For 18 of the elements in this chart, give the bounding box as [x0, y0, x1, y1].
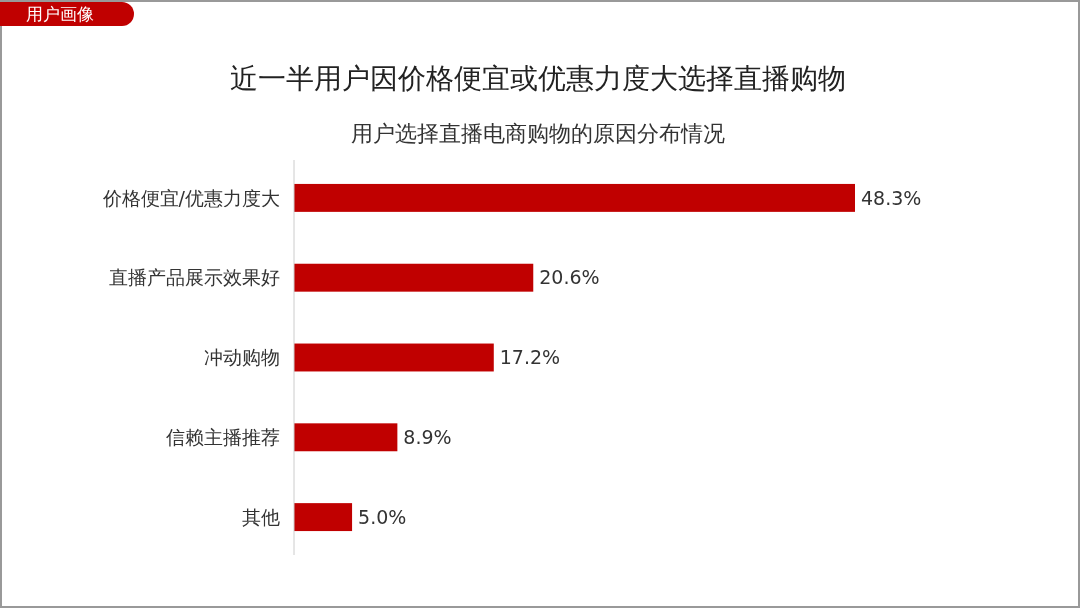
y-tick-label: 价格便宜/优惠力度大	[101, 186, 280, 209]
y-tick-label: 直播产品展示效果好	[109, 266, 280, 289]
bar	[294, 423, 398, 452]
data-label: 8.9%	[403, 425, 452, 448]
data-label: 17.2%	[499, 346, 561, 369]
bar	[294, 263, 534, 292]
data-label: 48.3%	[861, 186, 922, 209]
text: 用户画像	[26, 3, 94, 24]
chart-title: 近一半用户因价格便宜或优惠力度大选择直播购物	[230, 61, 846, 95]
bar	[294, 503, 353, 532]
y-tick-label: 冲动购物	[204, 346, 280, 369]
chart-subtitle: 用户选择直播电商购物的原因分布情况	[351, 120, 725, 146]
bar	[294, 343, 494, 372]
data-label: 20.6%	[539, 266, 600, 289]
y-tick-label: 其他	[242, 505, 280, 528]
y-tick-label: 信赖主播推荐	[166, 425, 280, 448]
data-label: 5.0%	[358, 505, 407, 528]
bar	[294, 183, 855, 212]
